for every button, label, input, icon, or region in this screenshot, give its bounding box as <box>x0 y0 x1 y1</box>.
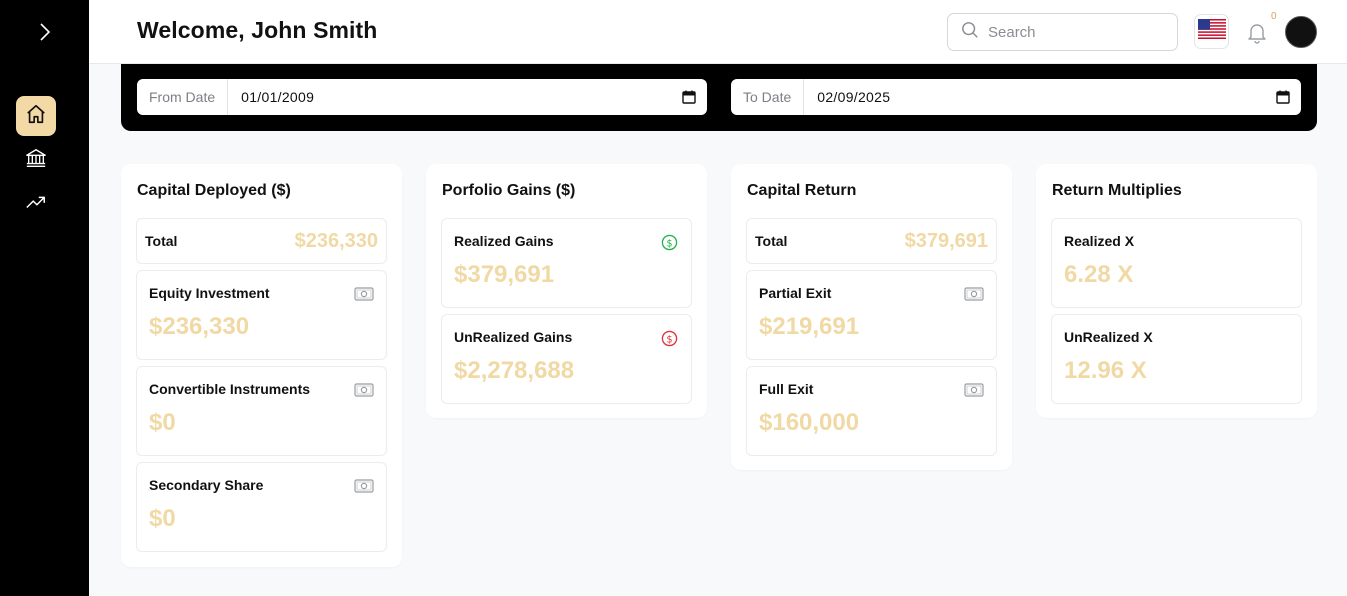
tile-value: $379,691 <box>454 261 555 288</box>
banknote-icon <box>354 285 374 303</box>
tile-label: Full Exit <box>759 381 814 397</box>
sidebar-item-home[interactable] <box>16 96 56 136</box>
tile-label: Realized Gains <box>454 233 554 249</box>
tile-label: Partial Exit <box>759 285 832 301</box>
calendar-icon[interactable] <box>1265 79 1301 115</box>
welcome-title: Welcome, John Smith <box>137 17 378 43</box>
tile-value: $0 <box>149 409 176 436</box>
realized-gains-tile: Realized Gains $379,691 $ <box>441 218 692 308</box>
search-icon <box>961 21 979 44</box>
tile-label: Equity Investment <box>149 285 270 301</box>
tile-value: $0 <box>149 505 176 532</box>
to-date-field[interactable]: To Date 02/09/2025 <box>731 79 1301 115</box>
from-date-field[interactable]: From Date 01/01/2009 <box>137 79 707 115</box>
svg-text:$: $ <box>666 334 672 345</box>
tile-value: $236,330 <box>294 230 378 252</box>
banknote-icon <box>964 381 984 399</box>
tile-value: $160,000 <box>759 409 860 436</box>
us-flag-icon <box>1197 19 1226 44</box>
from-date-label: From Date <box>137 79 229 115</box>
unrealized-x-tile: UnRealized X 12.96 X <box>1051 314 1302 404</box>
banknote-icon <box>354 477 374 495</box>
tile-value: $236,330 <box>149 313 250 340</box>
date-filter-bar: From Date 01/01/2009 To Date 02/09/2025 <box>121 64 1317 131</box>
to-date-input[interactable]: 02/09/2025 <box>817 89 891 105</box>
secondary-share-tile: Secondary Share $0 <box>136 462 387 552</box>
dollar-circle-icon: $ <box>659 233 679 251</box>
svg-text:$: $ <box>666 238 672 249</box>
sidebar-item-bank[interactable] <box>16 140 56 180</box>
tile-label: Total <box>145 233 178 249</box>
tile-label: Total <box>755 233 788 249</box>
unrealized-gains-tile: UnRealized Gains $2,278,688 $ <box>441 314 692 404</box>
to-date-label: To Date <box>731 79 805 115</box>
full-exit-tile: Full Exit $160,000 <box>746 366 997 456</box>
capital-deployed-card: Capital Deployed ($) Total $236,330 Equi… <box>121 164 402 567</box>
top-header: Welcome, John Smith 0 <box>89 0 1347 64</box>
banknote-icon <box>354 381 374 399</box>
calendar-icon[interactable] <box>671 79 707 115</box>
trending-up-icon <box>25 191 47 218</box>
home-icon <box>25 103 47 130</box>
tile-label: UnRealized Gains <box>454 329 573 345</box>
banknote-icon <box>964 285 984 303</box>
search-input[interactable] <box>988 23 1158 41</box>
card-title: Return Multiplies <box>1052 182 1182 199</box>
bank-icon <box>25 147 47 174</box>
notification-count-badge: 0 <box>1271 11 1277 22</box>
tile-label: Secondary Share <box>149 477 264 493</box>
tile-value: $379,691 <box>904 230 988 252</box>
sidebar-item-trend[interactable] <box>16 184 56 224</box>
chevron-right-icon[interactable] <box>34 20 56 44</box>
total-tile: Total $236,330 <box>136 218 387 264</box>
convertible-instruments-tile: Convertible Instruments $0 <box>136 366 387 456</box>
tile-value: $2,278,688 <box>454 357 575 384</box>
portfolio-gains-card: Porfolio Gains ($) Realized Gains $379,6… <box>426 164 707 418</box>
capital-return-card: Capital Return Total $379,691 Partial Ex… <box>731 164 1012 470</box>
notification-bell-icon[interactable] <box>1245 20 1269 44</box>
return-multiples-card: Return Multiplies Realized X 6.28 X UnRe… <box>1036 164 1317 418</box>
equity-investment-tile: Equity Investment $236,330 <box>136 270 387 360</box>
tile-label: Convertible Instruments <box>149 381 311 397</box>
tile-value: 12.96 X <box>1064 357 1147 384</box>
card-title: Porfolio Gains ($) <box>442 182 576 199</box>
sidebar <box>0 0 89 596</box>
search-box[interactable] <box>947 13 1178 51</box>
from-date-input[interactable]: 01/01/2009 <box>241 89 315 105</box>
tile-value: $219,691 <box>759 313 860 340</box>
user-avatar[interactable] <box>1285 16 1317 48</box>
dollar-circle-icon: $ <box>659 329 679 347</box>
card-title: Capital Return <box>747 182 857 199</box>
language-button[interactable] <box>1194 14 1229 49</box>
total-tile: Total $379,691 <box>746 218 997 264</box>
tile-label: Realized X <box>1064 233 1135 249</box>
card-title: Capital Deployed ($) <box>137 182 291 199</box>
partial-exit-tile: Partial Exit $219,691 <box>746 270 997 360</box>
tile-value: 6.28 X <box>1064 261 1134 288</box>
tile-label: UnRealized X <box>1064 329 1153 345</box>
realized-x-tile: Realized X 6.28 X <box>1051 218 1302 308</box>
